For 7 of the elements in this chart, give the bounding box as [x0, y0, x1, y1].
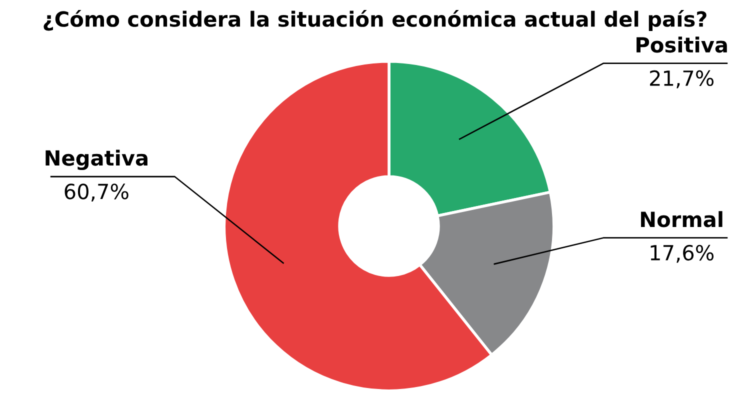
data-label: 17,6%: [650, 244, 714, 263]
data-label: 60,7%: [64, 184, 128, 202]
slice-label: Normal: [641, 211, 722, 228]
slice-label: Positiva: [636, 36, 727, 53]
slice-label: Negativa: [46, 150, 148, 170]
chart-title: ¿Cómo considera la situación económica actual del país?: [44, 10, 706, 31]
data-label: 21,7%: [650, 70, 714, 88]
